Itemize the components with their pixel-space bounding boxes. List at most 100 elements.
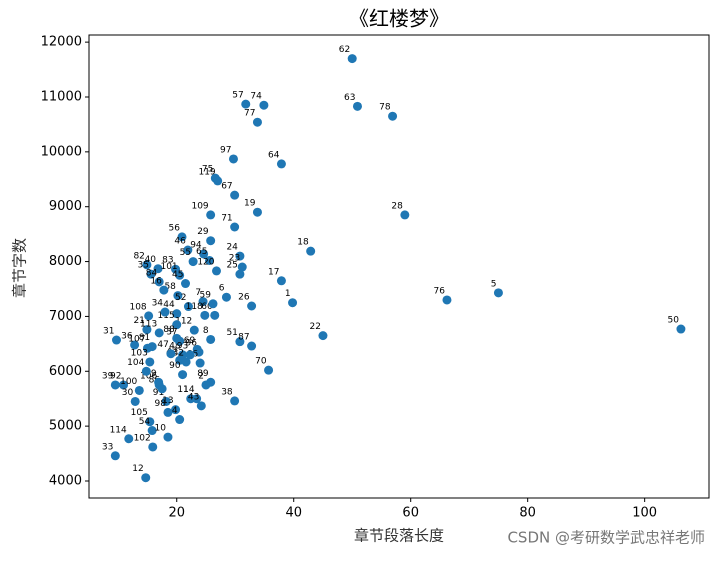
point-label: 51 [226, 328, 237, 338]
point-label: 30 [122, 388, 134, 398]
point [111, 335, 121, 345]
point-label: 118 [186, 302, 203, 312]
point-label: 4 [172, 406, 178, 416]
point-label: 31 [103, 327, 114, 337]
point-label: 96 [186, 339, 198, 349]
point-label: 64 [268, 150, 280, 160]
point [147, 342, 157, 352]
point [172, 309, 182, 319]
point [181, 357, 191, 367]
point [288, 298, 298, 308]
point [235, 269, 245, 279]
point-label: 52 [175, 293, 186, 303]
point [400, 210, 410, 220]
point-label: 89 [197, 369, 209, 379]
point-label: 29 [197, 227, 209, 237]
point [235, 337, 245, 347]
point-label: 93 [177, 341, 188, 351]
point [347, 54, 357, 64]
point-label: 50 [667, 316, 679, 326]
point [676, 324, 686, 334]
point-label: 23 [229, 254, 240, 264]
point [130, 396, 140, 406]
point-label: 104 [127, 358, 144, 368]
point [221, 292, 231, 302]
point [154, 328, 164, 338]
point-label: 17 [268, 267, 279, 277]
point-label: 82 [133, 251, 144, 261]
point [166, 349, 176, 359]
y-axis-label: 章节字数 [11, 238, 29, 298]
point [145, 417, 155, 427]
point [171, 405, 181, 415]
point-label: 108 [129, 302, 146, 312]
point-label: 58 [164, 282, 176, 292]
point-label: 112 [175, 317, 192, 327]
point-label: 109 [191, 201, 208, 211]
point-label: 43 [188, 392, 199, 402]
point-label: 74 [250, 92, 262, 102]
point [144, 311, 154, 321]
point [110, 451, 120, 461]
point [189, 325, 199, 335]
point-label: 11 [177, 385, 188, 395]
point-label: 38 [221, 387, 233, 397]
point [175, 336, 185, 346]
y-tick-label: 11000 [41, 89, 82, 104]
point-label: 62 [339, 45, 350, 55]
point [199, 249, 209, 259]
point [230, 190, 240, 200]
point-label: 39 [102, 371, 114, 381]
point [247, 301, 257, 311]
point [159, 285, 169, 295]
point [145, 357, 155, 367]
point [154, 377, 164, 387]
y-tick-label: 10000 [41, 144, 82, 159]
point-label: 9 [151, 369, 157, 379]
y-tick-label: 6000 [49, 364, 82, 379]
point-label: 33 [102, 442, 113, 452]
x-tick-label: 40 [285, 506, 302, 521]
point [276, 276, 286, 286]
point [352, 101, 362, 111]
point-label: 65 [196, 247, 207, 257]
point [198, 297, 208, 307]
point [228, 154, 238, 164]
point-label: 47 [157, 340, 168, 350]
point [195, 358, 205, 368]
point-label: 10 [155, 424, 167, 434]
point [173, 291, 183, 301]
point [163, 407, 173, 417]
x-axis-label: 章节段落长度 [354, 527, 444, 545]
point [252, 207, 262, 217]
point-label: 100 [120, 377, 137, 387]
point [163, 432, 173, 442]
watermark: CSDN @考研数学武忠祥老师 [507, 529, 705, 547]
point [196, 401, 206, 411]
point-label: 114 [110, 425, 127, 435]
point-label: 7 [195, 288, 201, 298]
point-label: 57 [232, 91, 243, 101]
point-label: 97 [220, 145, 231, 155]
point-label: 67 [221, 182, 232, 192]
point [318, 331, 328, 341]
point [194, 347, 204, 357]
point [235, 251, 245, 261]
x-tick-label: 60 [402, 506, 419, 521]
point [213, 176, 223, 186]
point-label: 21 [133, 316, 144, 326]
point-label: 34 [152, 299, 164, 309]
point-label: 81 [139, 333, 150, 343]
y-tick-label: 8000 [49, 254, 82, 269]
point [230, 396, 240, 406]
point [206, 334, 216, 344]
point-label: 25 [226, 261, 237, 271]
point-label: 63 [344, 93, 355, 103]
point [192, 394, 202, 404]
point [200, 310, 210, 320]
point [188, 257, 198, 267]
point [212, 266, 222, 276]
point [124, 434, 134, 444]
point [177, 232, 187, 242]
y-tick-label: 12000 [41, 35, 82, 50]
